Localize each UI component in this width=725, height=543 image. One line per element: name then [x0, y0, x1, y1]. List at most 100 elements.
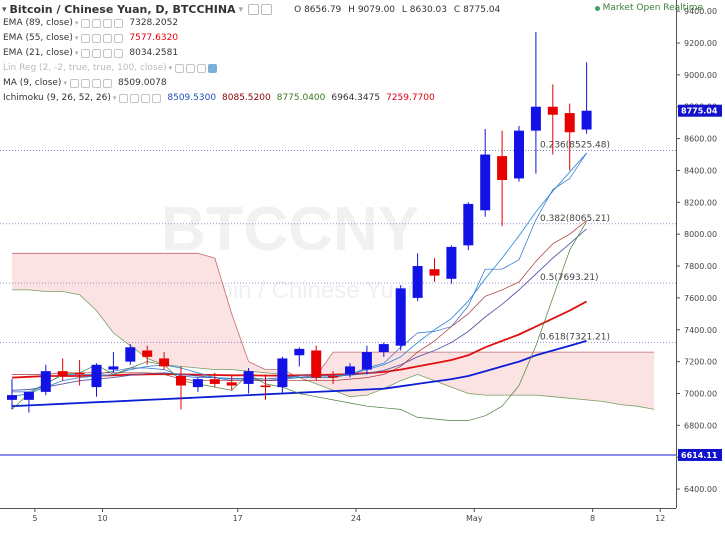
- settings-icon[interactable]: [80, 78, 90, 88]
- candle-23[interactable]: [395, 285, 406, 351]
- format-icon[interactable]: [103, 33, 113, 43]
- remove-icon[interactable]: [208, 63, 218, 73]
- candle-4[interactable]: [74, 360, 85, 386]
- indicator-legend-row[interactable]: Ichimoku (9, 26, 52, 26) ▾ 8509.5300 8085.5…: [3, 91, 441, 105]
- indicator-controls[interactable]: [175, 63, 219, 73]
- candle-18[interactable]: [311, 345, 322, 381]
- remove-icon[interactable]: [114, 33, 124, 43]
- candle-15[interactable]: [260, 374, 271, 400]
- indicator-legend-row[interactable]: Lin Reg (2, -2, true, true, 100, close) ▾: [3, 61, 223, 75]
- format-icon[interactable]: [197, 63, 207, 73]
- settings-icon[interactable]: [92, 18, 102, 28]
- candle-13[interactable]: [226, 375, 237, 391]
- indicator-value: 8509.5300: [167, 93, 217, 103]
- format-icon[interactable]: [141, 93, 151, 103]
- chevron-down-icon[interactable]: ▾: [2, 4, 7, 15]
- chevron-down-icon[interactable]: ▾: [112, 94, 117, 102]
- remove-icon[interactable]: [114, 48, 124, 58]
- symbol-header: ▾ Bitcoin / Chinese Yuan, D, BTCCHINA ▾ …: [2, 1, 504, 18]
- fib-label-0: 0.236(8525.48): [540, 140, 610, 150]
- level-price-tag[interactable]: 6614.11: [678, 448, 722, 461]
- indicator-legend-row[interactable]: EMA (55, close) ▾ 7577.6320: [3, 31, 184, 45]
- candle-14[interactable]: [243, 367, 254, 394]
- time-axis[interactable]: 5 10 17 24 May 8 12: [0, 508, 725, 543]
- candle-21[interactable]: [361, 345, 372, 375]
- candle-22[interactable]: [378, 342, 389, 357]
- candle-34[interactable]: [581, 62, 592, 134]
- settings-icon[interactable]: [92, 33, 102, 43]
- candle-16[interactable]: [277, 356, 288, 394]
- time-tick-label: 24: [351, 514, 361, 523]
- chevron-down-icon[interactable]: ▾: [63, 79, 67, 87]
- indicator-legend-row[interactable]: EMA (89, close) ▾ 7328.2052: [3, 16, 184, 30]
- candle-0[interactable]: [7, 379, 17, 410]
- candle-27[interactable]: [463, 202, 474, 251]
- candle-9[interactable]: [159, 352, 170, 370]
- candle-8[interactable]: [142, 345, 153, 365]
- price-tick-label: 9400.00: [684, 7, 717, 16]
- candle-24[interactable]: [412, 253, 423, 302]
- indicator-controls[interactable]: [69, 78, 114, 88]
- candle-30[interactable]: [514, 125, 524, 182]
- candle-29[interactable]: [497, 130, 508, 227]
- format-icon[interactable]: [91, 78, 101, 88]
- chevron-down-icon[interactable]: ▾: [238, 4, 244, 15]
- eye-icon[interactable]: [81, 18, 91, 28]
- eye-icon[interactable]: [175, 63, 185, 73]
- remove-icon[interactable]: [114, 18, 124, 28]
- settings-icon[interactable]: [248, 4, 260, 15]
- chevron-down-icon[interactable]: ▾: [74, 49, 79, 57]
- time-tick-label: May: [466, 514, 483, 523]
- candle-3[interactable]: [57, 358, 68, 381]
- format-icon[interactable]: [103, 18, 113, 28]
- candle-28[interactable]: [480, 129, 491, 217]
- candle-7[interactable]: [125, 344, 136, 365]
- candle-33[interactable]: [564, 103, 575, 171]
- candle-11[interactable]: [192, 377, 203, 392]
- candle-20[interactable]: [345, 363, 355, 378]
- candle-body: [345, 366, 355, 375]
- candle-body: [361, 352, 372, 370]
- candle-5[interactable]: [91, 363, 102, 397]
- indicator-controls[interactable]: [81, 48, 125, 58]
- candle-body: [395, 288, 406, 346]
- chevron-down-icon[interactable]: ▾: [168, 64, 173, 72]
- price-tick-label: 6800.00: [684, 421, 717, 430]
- candle-26[interactable]: [446, 245, 457, 284]
- open-value: 8656.79: [304, 4, 342, 15]
- candle-10[interactable]: [176, 366, 186, 410]
- format-icon[interactable]: [103, 48, 113, 58]
- chevron-down-icon[interactable]: ▾: [74, 19, 79, 27]
- settings-icon[interactable]: [186, 63, 196, 73]
- indicator-controls[interactable]: [81, 33, 125, 43]
- eye-icon[interactable]: [119, 93, 129, 103]
- price-axis[interactable]: 9400.009200.009000.008800.008600.008400.…: [676, 0, 725, 543]
- fib-label-1: 0.382(8065.21): [540, 214, 610, 224]
- candle-2[interactable]: [40, 364, 51, 396]
- eye-icon[interactable]: [81, 33, 91, 43]
- remove-icon[interactable]: [152, 93, 162, 103]
- candle-32[interactable]: [547, 84, 558, 155]
- eye-icon[interactable]: [69, 78, 79, 88]
- candle-12[interactable]: [209, 372, 220, 388]
- candle-1[interactable]: [23, 391, 34, 413]
- eye-icon[interactable]: [81, 48, 91, 58]
- candle-body: [209, 379, 220, 384]
- candle-31[interactable]: [530, 31, 541, 174]
- indicator-legend-row[interactable]: EMA (21, close) ▾ 8034.2581: [3, 46, 184, 60]
- candle-17[interactable]: [294, 347, 305, 367]
- indicator-controls[interactable]: [119, 93, 163, 103]
- fib-label-3: 0.618(7321.21): [540, 332, 610, 342]
- remove-icon[interactable]: [102, 78, 112, 88]
- chevron-down-icon[interactable]: ▾: [74, 34, 79, 42]
- indicator-legend-row[interactable]: MA (9, close) ▾ 8509.0078: [3, 76, 173, 90]
- candle-6[interactable]: [108, 352, 119, 373]
- indicator-controls[interactable]: [81, 18, 125, 28]
- last-price-tag[interactable]: 8775.04: [678, 104, 722, 117]
- remove-icon[interactable]: [261, 4, 273, 15]
- candle-25[interactable]: [429, 258, 440, 282]
- candle-19[interactable]: [328, 371, 339, 384]
- settings-icon[interactable]: [130, 93, 140, 103]
- settings-icon[interactable]: [92, 48, 102, 58]
